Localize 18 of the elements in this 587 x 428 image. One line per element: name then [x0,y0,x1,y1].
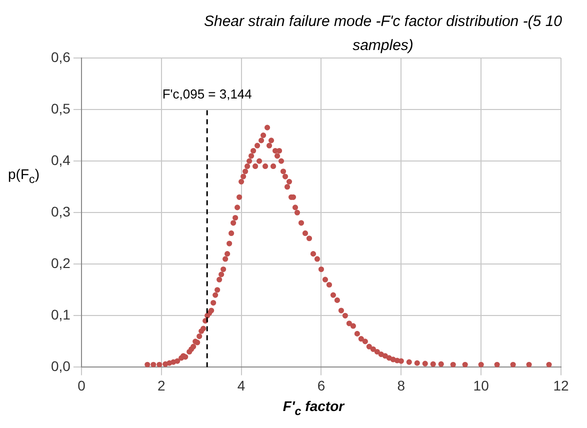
y-tick-label: 0,5 [50,100,71,116]
x-tick-label: 8 [397,377,406,394]
y-tick-label: 0,4 [50,152,71,168]
y-tick-label: 0,1 [50,306,71,323]
chart-title: Shear strain failure mode -F'c factor distribution -(5 10 samples) [202,12,563,56]
x-tick-label: 12 [553,377,569,394]
y-tick-label: 0,0 [50,358,71,374]
annotation: F'c,095 = 3,144 [162,86,252,102]
y-tick-label: 0,2 [50,254,71,271]
x-tick-label: 6 [317,377,326,394]
y-tick-label: 0,6 [50,48,71,65]
y-tick-label: 0,3 [50,203,71,220]
x-tick-label: 2 [157,377,166,394]
y-axis-title: p(F$_{c}$) [8,166,40,186]
x-axis-title: F'$_{c}$ factor [282,398,346,418]
x-tick-label: 4 [237,377,246,394]
x-tick-label: 10 [473,377,490,394]
x-tick-label: 0 [78,377,86,394]
